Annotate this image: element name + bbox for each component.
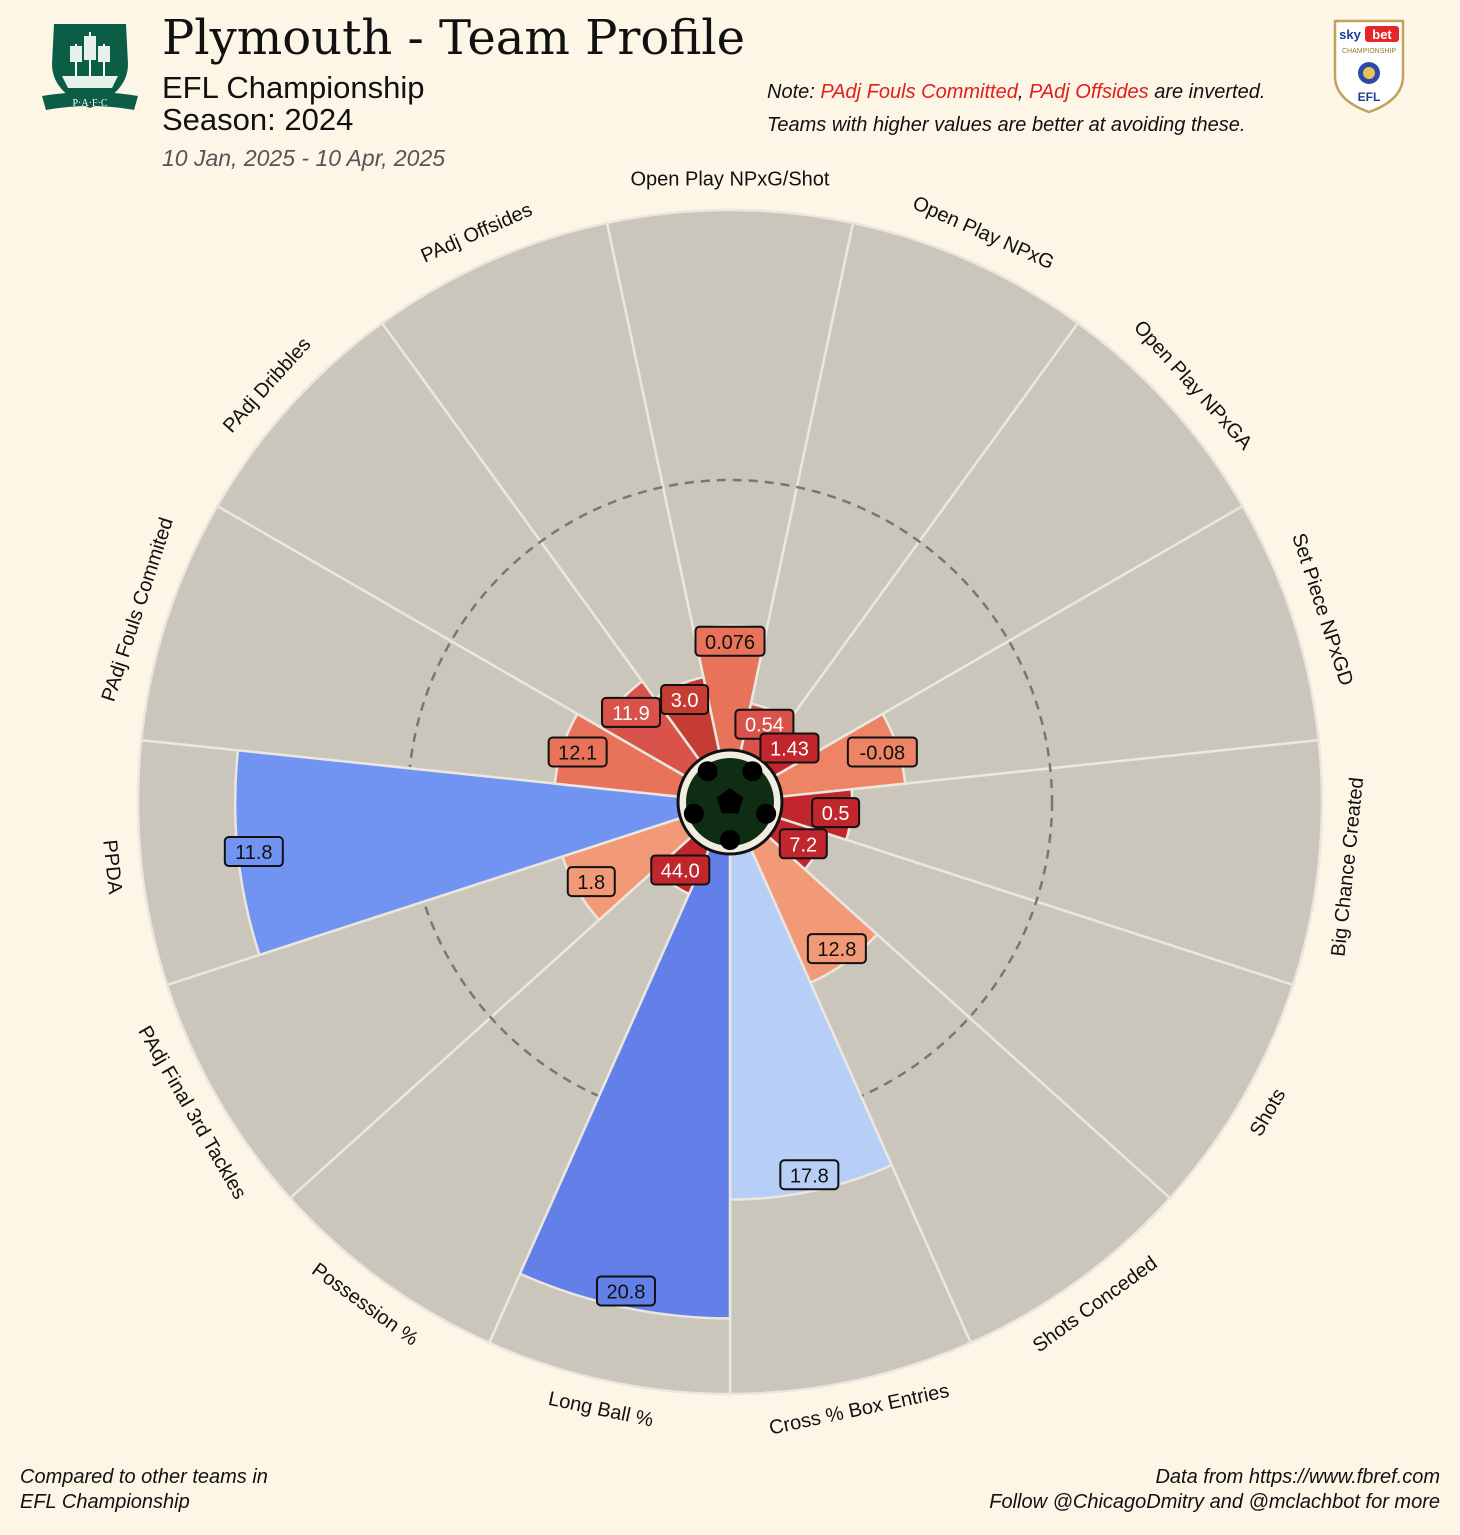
inverted-note: Note: PAdj Fouls Committed, PAdj Offside…: [767, 81, 1265, 104]
value-label: 20.8: [606, 1281, 645, 1303]
metric-label: Open Play NPxG/Shot: [631, 168, 830, 190]
note-metric-fouls: PAdj Fouls Committed: [820, 81, 1018, 103]
badge-sky-text: sky: [1339, 27, 1361, 42]
value-label-box: [660, 684, 710, 716]
footer-data-source: Data from https://www.fbref.com: [1155, 1466, 1440, 1488]
value-labels: 0.076 0.541.43 -0.08 0.57.2 12.8 17.8 20.8 44.0…: [223, 625, 918, 1307]
metric-label: Big Chance Created: [1328, 776, 1369, 957]
inverted-note-line2: Teams with higher values are better at a…: [767, 114, 1246, 136]
value-label-box: [547, 736, 608, 768]
value-label-box: [566, 866, 616, 898]
badge-championship-text: CHAMPIONSHIP: [1342, 48, 1396, 55]
value-label: 0.076: [705, 632, 755, 654]
football-patch: [756, 803, 777, 824]
value-label-box: [778, 828, 828, 860]
value-label-box: [806, 933, 867, 965]
page-title: Plymouth - Team Profile: [162, 10, 746, 66]
value-label: 0.5: [822, 803, 850, 825]
note-prefix: Note:: [767, 81, 821, 103]
value-label: 0.54: [745, 715, 784, 737]
date-range: 10 Jan, 2025 - 10 Apr, 2025: [162, 145, 446, 171]
value-label-box: [846, 736, 918, 768]
football-centre-patch: [716, 788, 744, 814]
football-patch: [742, 761, 763, 782]
metric-label: Long Ball %: [546, 1388, 655, 1432]
badge-bet-text: bet: [1372, 27, 1392, 42]
value-label-box: [779, 1159, 840, 1191]
value-bars: [233, 624, 907, 1320]
value-label: 3.0: [671, 690, 699, 712]
note-metric-offsides: PAdj Offsides: [1028, 81, 1149, 103]
value-label-box: [595, 1275, 656, 1307]
league-name: EFL Championship: [162, 70, 425, 105]
value-label: -0.08: [860, 742, 906, 764]
plymouth-club-crest: P·A·F·C: [42, 24, 138, 110]
note-suffix: are inverted.: [1148, 81, 1266, 103]
value-label-box: [650, 854, 711, 886]
value-label: 1.43: [770, 738, 809, 760]
club-crest-text: P·A·F·C: [72, 98, 107, 109]
value-label-box: [223, 836, 284, 868]
note-comma: ,: [1017, 81, 1029, 103]
footer-follow: Follow @ChicagoDmitry and @mclachbot for…: [989, 1491, 1440, 1513]
football-patch: [697, 761, 718, 782]
value-label: 12.1: [558, 742, 597, 764]
metric-label: Shots: [1246, 1085, 1291, 1140]
football-patch: [720, 830, 740, 850]
value-label-box: [759, 732, 820, 764]
football-patch: [683, 803, 704, 824]
football-icon: [676, 748, 784, 856]
value-label: 7.2: [789, 834, 817, 856]
metric-label: PPDA: [98, 839, 126, 896]
value-label-box: [811, 797, 861, 829]
footer-compared-line2: EFL Championship: [20, 1491, 190, 1513]
value-label: 11.8: [235, 842, 272, 864]
footer-compared-line1: Compared to other teams in: [20, 1466, 268, 1488]
value-label-box: [601, 696, 662, 728]
value-label: 44.0: [661, 860, 700, 882]
value-label: 17.8: [790, 1165, 829, 1187]
badge-efl-text: EFL: [1358, 90, 1381, 104]
value-label: 1.8: [577, 872, 605, 894]
value-label-box: [694, 625, 766, 657]
efl-championship-badge: sky bet CHAMPIONSHIP EFL: [1333, 19, 1405, 114]
season-label: Season: 2024: [162, 102, 354, 137]
value-label: 11.9: [612, 703, 649, 725]
value-label: 12.8: [817, 939, 856, 961]
